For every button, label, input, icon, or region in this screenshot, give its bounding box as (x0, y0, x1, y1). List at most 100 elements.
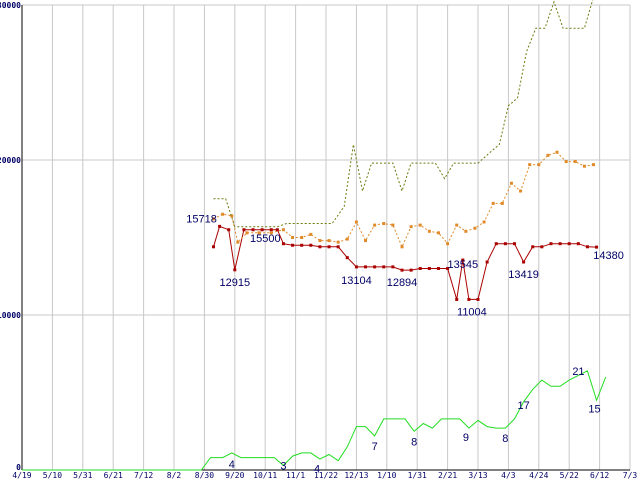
data-point-price (436, 267, 440, 270)
data-point-price (391, 265, 395, 269)
data-point-price (227, 228, 231, 232)
data-point-orange_dotted (257, 231, 261, 235)
data-label: 4 (229, 459, 235, 471)
chart-series (22, 0, 607, 471)
x-tick-label: 11/1 (286, 471, 305, 480)
data-point-orange_dotted (327, 239, 331, 243)
data-point-orange_dotted (500, 201, 504, 205)
data-point-orange_dotted (221, 212, 225, 216)
data-point-price (409, 268, 413, 272)
data-point-price (531, 245, 535, 249)
data-label: 13545 (448, 259, 479, 271)
data-point-orange_dotted (418, 223, 422, 227)
chart-grid (21, 4, 631, 471)
data-point-orange_dotted (364, 239, 368, 243)
data-point-orange_dotted (373, 223, 377, 227)
data-point-price (485, 260, 489, 264)
data-point-price (318, 245, 322, 249)
data-point-orange_dotted (354, 220, 358, 224)
data-label: 8 (411, 436, 417, 448)
data-point-orange_dotted (281, 228, 285, 232)
x-tick-label: 7/3 (623, 471, 638, 480)
data-point-orange_dotted (592, 163, 596, 167)
x-tick-label: 5/22 (560, 471, 579, 480)
data-point-orange_dotted (509, 181, 513, 185)
data-point-orange_dotted (573, 160, 577, 164)
data-point-orange_dotted (336, 240, 340, 244)
y-tick-label: 0 (16, 463, 21, 472)
data-label: 13419 (508, 269, 539, 281)
data-point-orange_dotted (400, 245, 404, 249)
x-tick-label: 11/22 (314, 471, 338, 480)
data-point-orange_dotted (582, 164, 586, 168)
y-tick-label: 20000 (0, 156, 21, 165)
data-point-price (275, 228, 279, 232)
data-point-price (467, 297, 471, 301)
data-point-price (549, 242, 553, 246)
data-point-price (291, 243, 295, 247)
data-point-price (309, 243, 313, 247)
data-point-price (251, 228, 255, 232)
data-label: 15 (588, 403, 600, 415)
data-point-price (446, 267, 450, 270)
data-point-orange_dotted (391, 223, 395, 227)
data-label: 4 (314, 464, 320, 476)
data-point-orange_dotted (236, 240, 240, 244)
data-point-price (364, 265, 368, 269)
data-point-price (327, 245, 331, 249)
chart-data-labels: 15718 12915 15500 13104 12894 13545 11004 13419… (186, 213, 624, 475)
data-point-orange_dotted (555, 150, 559, 154)
data-point-orange_dotted (482, 220, 486, 224)
x-tick-label: 6/12 (590, 471, 609, 480)
data-label: 21 (572, 366, 584, 378)
x-tick-label: 1/31 (408, 471, 427, 480)
data-point-price (336, 245, 340, 249)
data-point-orange_dotted (345, 237, 349, 241)
data-point-price (512, 242, 516, 246)
data-point-price (260, 228, 264, 232)
data-point-orange_dotted (537, 163, 541, 167)
data-point-price (373, 265, 377, 269)
data-point-orange_dotted (318, 239, 322, 243)
data-point-price (212, 245, 216, 249)
data-point-orange_dotted (546, 153, 550, 157)
data-point-price (522, 260, 526, 264)
data-point-orange_dotted (409, 225, 413, 229)
data-point-orange_dotted (230, 214, 234, 218)
data-point-price (382, 265, 386, 269)
data-point-price (300, 243, 304, 247)
data-point-price (476, 297, 480, 301)
x-tick-label: 1/10 (377, 471, 396, 480)
data-point-orange_dotted (491, 201, 495, 205)
data-point-price (400, 268, 404, 272)
data-point-price (218, 224, 222, 228)
data-label: 15718 (186, 213, 217, 225)
data-point-orange_dotted (436, 231, 440, 235)
x-tick-label: 12/13 (344, 471, 368, 480)
data-point-orange_dotted (446, 242, 450, 246)
data-point-orange_dotted (309, 232, 313, 236)
data-point-price (461, 258, 465, 262)
data-point-price (567, 242, 571, 246)
data-label: 15500 (250, 233, 281, 245)
series-line-orange_dotted (213, 151, 594, 249)
data-point-price (269, 228, 273, 232)
data-point-price (242, 228, 246, 232)
data-label: 8 (502, 433, 508, 445)
data-point-price (455, 297, 459, 301)
data-point-price (427, 267, 431, 270)
y-tick-label: 10000 (0, 311, 21, 320)
data-label: 3 (280, 460, 286, 472)
data-point-price (233, 268, 237, 272)
data-point-price (418, 267, 422, 270)
data-point-orange_dotted (528, 163, 532, 167)
data-label: 14380 (593, 250, 624, 262)
data-point-orange_dotted (473, 226, 477, 230)
data-point-orange_dotted (382, 222, 386, 226)
data-label: 11004 (457, 306, 487, 318)
x-tick-label: 5/31 (73, 471, 92, 480)
x-tick-label: 7/12 (134, 471, 153, 480)
data-point-orange_dotted (269, 231, 273, 235)
x-tick-label: 4/3 (501, 471, 516, 480)
